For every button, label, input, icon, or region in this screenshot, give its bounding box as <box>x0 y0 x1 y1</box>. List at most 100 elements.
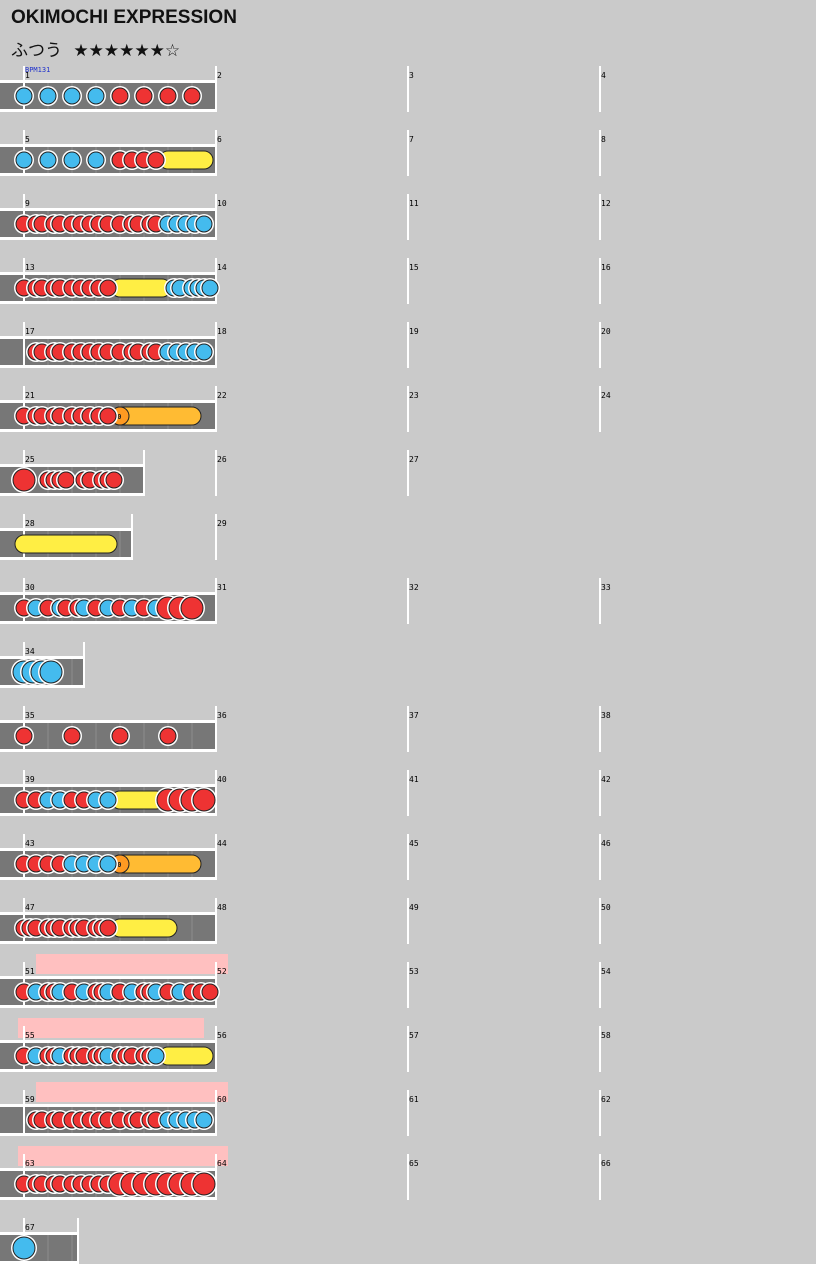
drumroll-note <box>158 150 214 170</box>
measure-number: 5 <box>25 135 30 144</box>
don-note <box>63 727 81 745</box>
chart-row: 35 36 37 38 <box>0 706 611 752</box>
big-don-note <box>180 596 204 620</box>
measure-number: 16 <box>601 263 611 272</box>
don-note <box>99 919 117 937</box>
gogo-band <box>36 954 228 974</box>
measure-number: 2 <box>217 71 222 80</box>
note-lane <box>0 723 216 749</box>
measure-number: 14 <box>217 263 227 272</box>
measure-number: 52 <box>217 967 227 976</box>
don-note <box>111 87 129 105</box>
measure-number: 61 <box>409 1095 419 1104</box>
measure-number: 26 <box>217 455 227 464</box>
chart-row: 30 31 32 33 <box>0 578 611 624</box>
measure-number: 59 <box>25 1095 35 1104</box>
measure-number: 9 <box>25 199 30 208</box>
drumroll-note <box>14 534 118 554</box>
measure-number: 7 <box>409 135 414 144</box>
difficulty-label: ふつう <box>11 41 62 61</box>
measure-number: 65 <box>409 1159 419 1168</box>
gogo-band <box>18 1146 228 1166</box>
chart-row: 51 52 53 54 <box>0 954 611 1008</box>
measure-number: 35 <box>25 711 35 720</box>
measure-number: 39 <box>25 775 35 784</box>
chart-row: 59 60 61 62 <box>0 1082 611 1136</box>
measure-number: 62 <box>601 1095 611 1104</box>
measure-number: 57 <box>409 1031 419 1040</box>
measure-number: 34 <box>25 647 35 656</box>
ka-note <box>87 87 105 105</box>
drumroll-note <box>110 278 172 298</box>
measure-number: 17 <box>25 327 35 336</box>
ka-note <box>39 87 57 105</box>
measure-number: 47 <box>25 903 35 912</box>
don-note <box>111 727 129 745</box>
measure-number: 37 <box>409 711 419 720</box>
measure-number: 22 <box>217 391 227 400</box>
big-don-note <box>12 468 36 492</box>
measure-number: 18 <box>217 327 227 336</box>
measure-number: 6 <box>217 135 222 144</box>
don-note <box>105 471 123 489</box>
don-note <box>183 87 201 105</box>
chart-row: 63 64 65 66 <box>0 1146 611 1200</box>
difficulty-row: ふつう ★★★★★★☆ <box>11 36 180 61</box>
don-note <box>57 471 75 489</box>
measure-number: 23 <box>409 391 419 400</box>
difficulty-stars: ★★★★★★☆ <box>73 41 181 61</box>
bpm-marker: BPM131 <box>25 66 50 74</box>
measure-number: 1 <box>25 71 30 80</box>
don-note <box>15 727 33 745</box>
measure-number: 64 <box>217 1159 227 1168</box>
chart-row: 9 10 11 12 <box>0 194 611 240</box>
measure-number: 38 <box>601 711 611 720</box>
drumroll-note <box>158 1046 214 1066</box>
measure-number: 11 <box>409 199 419 208</box>
measure-number: 42 <box>601 775 611 784</box>
big-don-note <box>192 788 216 812</box>
measure-number: 36 <box>217 711 227 720</box>
measure-number: 32 <box>409 583 419 592</box>
measure-number: 43 <box>25 839 35 848</box>
measure-number: 3 <box>409 71 414 80</box>
measure-number: 30 <box>25 583 35 592</box>
measure-number: 46 <box>601 839 611 848</box>
measure-number: 48 <box>217 903 227 912</box>
measure-number: 45 <box>409 839 419 848</box>
measure-number: 44 <box>217 839 227 848</box>
chart-row: 34 <box>0 642 85 688</box>
drumroll-note <box>110 918 178 938</box>
chart-row: 39 40 41 42 <box>0 770 611 816</box>
measure-number: 12 <box>601 199 611 208</box>
measure-number: 49 <box>409 903 419 912</box>
ka-note <box>63 151 81 169</box>
measure-number: 27 <box>409 455 419 464</box>
chart-title: OKIMOCHI EXPRESSION <box>11 7 237 28</box>
measure-number: 41 <box>409 775 419 784</box>
don-note <box>159 87 177 105</box>
measure-number: 63 <box>25 1159 35 1168</box>
don-note <box>159 727 177 745</box>
measure-number: 29 <box>217 519 227 528</box>
measure-number: 55 <box>25 1031 35 1040</box>
don-note <box>201 983 219 1001</box>
big-don-note <box>192 1172 216 1196</box>
ka-note <box>201 279 219 297</box>
measure-number: 10 <box>217 199 227 208</box>
chart-row: 4344454610 <box>0 834 611 880</box>
ka-note <box>147 1047 165 1065</box>
measure-number: 13 <box>25 263 35 272</box>
measure-number: 66 <box>601 1159 611 1168</box>
chart-row: 13 14 15 16 <box>0 258 611 304</box>
chart-row: 47 48 49 50 <box>0 898 611 944</box>
don-note <box>99 279 117 297</box>
don-note <box>135 87 153 105</box>
ka-note <box>195 215 213 233</box>
measure-number: 60 <box>217 1095 227 1104</box>
measure-number: 15 <box>409 263 419 272</box>
ka-note <box>15 151 33 169</box>
chart-row: 1 2 3 4 BPM131 <box>0 66 606 112</box>
measure-number: 53 <box>409 967 419 976</box>
